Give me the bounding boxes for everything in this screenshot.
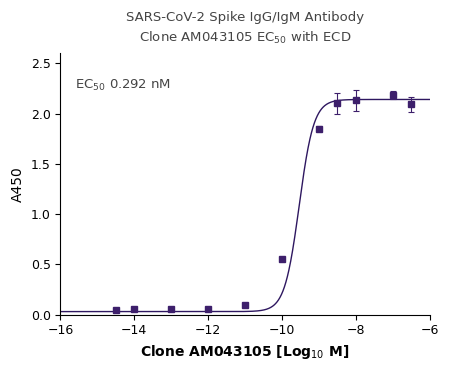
Title: SARS-CoV-2 Spike IgG/IgM Antibody
Clone AM043105 EC$_{50}$ with ECD: SARS-CoV-2 Spike IgG/IgM Antibody Clone … — [126, 11, 364, 46]
Text: EC$_{50}$ 0.292 nM: EC$_{50}$ 0.292 nM — [75, 78, 171, 93]
X-axis label: Clone AM043105 [Log$_{10}$ M]: Clone AM043105 [Log$_{10}$ M] — [140, 343, 350, 361]
Y-axis label: A450: A450 — [11, 166, 25, 202]
